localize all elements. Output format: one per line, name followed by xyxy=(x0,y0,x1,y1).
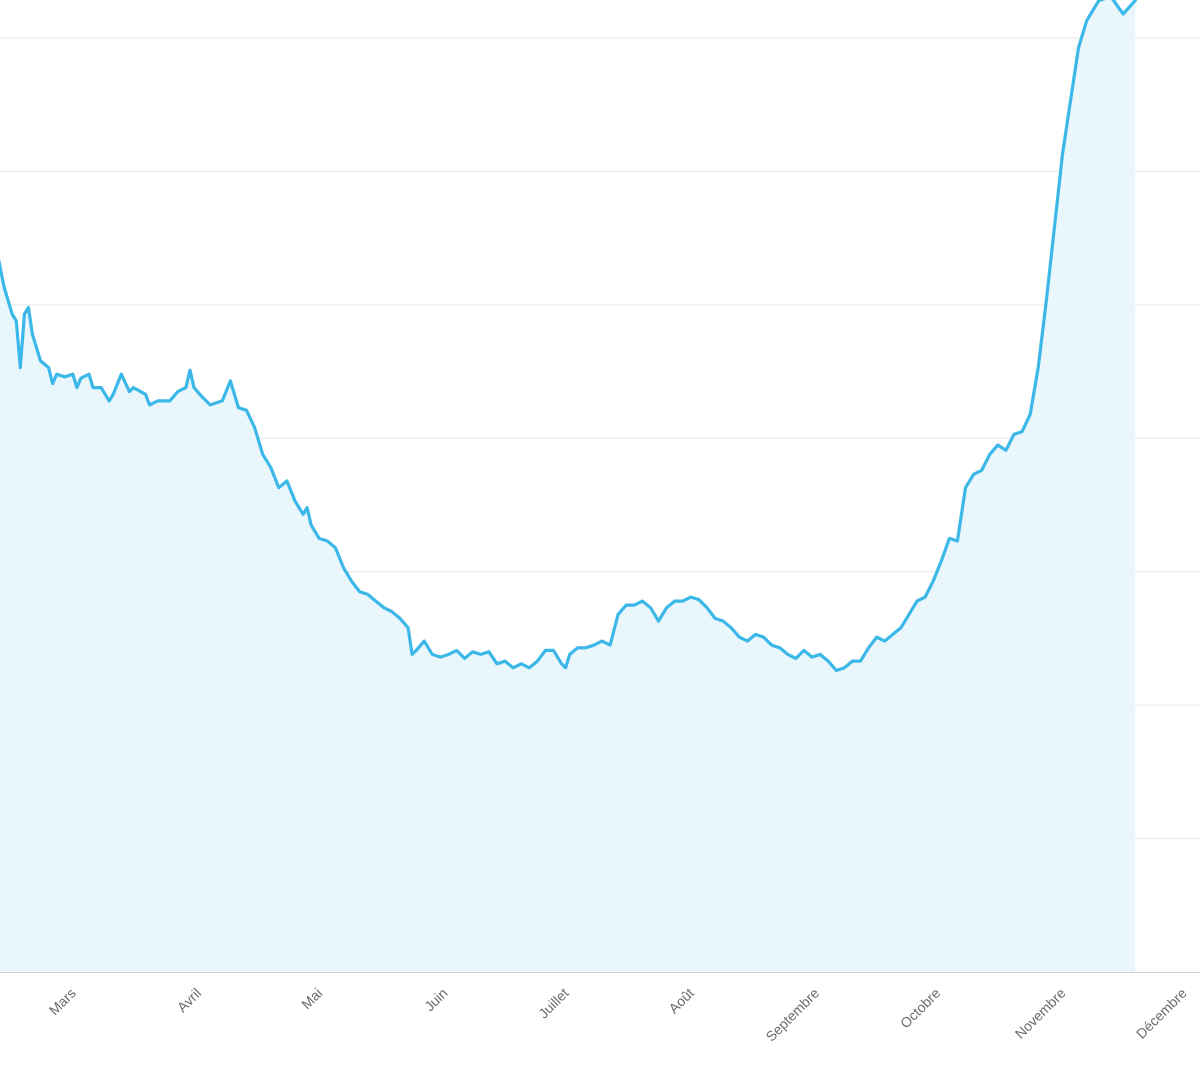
series-line xyxy=(0,0,1137,673)
x-tick-label: Octobre xyxy=(897,985,944,1032)
x-tick-label: Juillet xyxy=(535,985,572,1022)
x-axis-tick-labels: Mars Avril Mai Juin Juillet Août Septembre Octo… xyxy=(46,985,1190,1045)
x-tick-label: Décembre xyxy=(1133,985,1190,1042)
x-tick-label: Juin xyxy=(421,985,450,1014)
x-tick-label: Août xyxy=(665,985,697,1017)
x-tick-label: Novembre xyxy=(1012,985,1069,1042)
x-tick-label: Septembre xyxy=(762,985,822,1045)
series-area xyxy=(0,0,1136,972)
series-line-layer xyxy=(0,0,1137,673)
x-tick-label: Avril xyxy=(174,985,204,1015)
x-tick-label: Mai xyxy=(298,985,325,1012)
area-fill-layer xyxy=(0,0,1136,972)
x-tick-label: Mars xyxy=(46,985,79,1018)
